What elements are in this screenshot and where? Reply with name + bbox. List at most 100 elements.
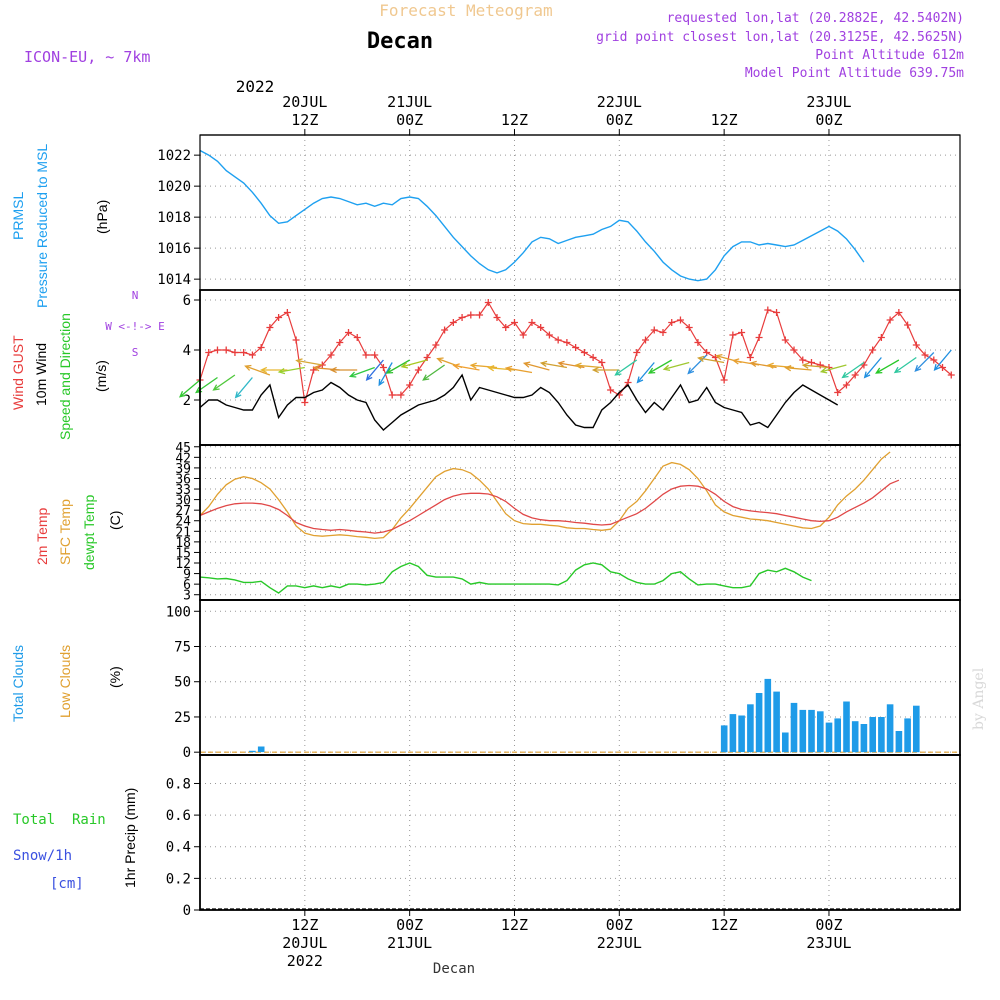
- snow-unit: [cm]: [50, 876, 84, 892]
- wind-arrow-34: [749, 360, 777, 369]
- total-clouds-label: Total Clouds: [10, 645, 26, 722]
- top-tick-label-4-0: 12Z: [711, 111, 738, 129]
- wind-arrow-3: [234, 377, 253, 399]
- wind-arrow-11: [365, 359, 384, 382]
- gust-marker: [877, 334, 885, 341]
- snow-label: Snow/1h: [13, 848, 72, 864]
- gust-marker: [869, 346, 877, 354]
- wind-arrow-10: [348, 366, 375, 378]
- gust-marker: [633, 349, 641, 356]
- wind-arrow-2: [212, 374, 236, 391]
- sfc-temp-line: [199, 451, 891, 540]
- gust-marker: [746, 354, 754, 361]
- precip-labels: Total Rain Snow/1h [cm] 1hr Precip (mm): [13, 788, 138, 892]
- gust-marker: [598, 359, 606, 366]
- compass-we: W <-!-> E: [105, 320, 165, 333]
- cloud-bar-18: [860, 724, 868, 753]
- cloud-bar-20: [878, 717, 885, 753]
- gust-marker: [406, 381, 414, 389]
- ytick-label-precip-4: 0.8: [166, 776, 191, 792]
- gust-marker: [397, 391, 405, 399]
- bottom-tick-label-1-0: 00Z: [396, 916, 423, 934]
- bottom-tick-label-2-0: 12Z: [501, 916, 528, 934]
- wind-arrow-19: [487, 364, 515, 372]
- temp-2m-label: 2m Temp: [34, 507, 50, 565]
- requested-coords: requested lon,lat (20.2882E, 42.5402N): [667, 11, 964, 26]
- panel-precip: 0 0.2 0.4 0.6 0.8: [166, 754, 961, 919]
- gust-marker: [790, 346, 798, 354]
- gust-marker: [834, 389, 842, 396]
- gust-marker: [484, 299, 492, 306]
- wind-arrow-20: [504, 365, 533, 374]
- ytick-label-temperature-14: 45: [175, 441, 191, 456]
- ytick-label-pressure-4: 1022: [157, 148, 191, 164]
- gust-marker: [738, 329, 746, 336]
- bottom-tick-label-5-1: 23JUL: [806, 934, 851, 952]
- ytick-label-clouds-2: 50: [174, 675, 191, 691]
- gust-marker: [755, 334, 763, 341]
- ytick-label-temperature-2: 9: [183, 568, 191, 583]
- ytick-label-pressure-1: 1016: [157, 241, 191, 257]
- model-label: ICON-EU, ~ 7km: [24, 48, 150, 66]
- wind-arrow-31: [697, 355, 725, 364]
- ytick-label-temperature-13: 42: [175, 451, 191, 466]
- ytick-label-temperature-4: 15: [175, 546, 191, 561]
- gust-marker: [414, 366, 422, 374]
- total-rain-label: Total Rain: [13, 812, 106, 828]
- ytick-label-clouds-4: 100: [166, 604, 191, 620]
- cloud-bar-0: [249, 750, 256, 753]
- wind-arrow-27: [636, 362, 655, 384]
- wind-labels: Wind GUST 10m Wind Speed and Direction (…: [10, 289, 165, 440]
- cloud-bar-5: [747, 704, 754, 753]
- gust-marker: [947, 371, 955, 379]
- gust-marker: [510, 319, 518, 326]
- wind-10m-label: 10m Wind: [33, 343, 49, 406]
- gust-marker: [668, 319, 676, 326]
- gust-marker: [275, 314, 283, 321]
- ytick-label-pressure-3: 1020: [157, 179, 191, 195]
- wind-arrow-43: [914, 352, 935, 372]
- wind-arrow-37: [801, 362, 830, 369]
- wind-arrow-15: [422, 364, 445, 381]
- compass-south: S: [132, 346, 139, 359]
- panel-frame-pressure: [199, 134, 961, 291]
- wind-arrow-4: [244, 364, 271, 376]
- cloud-bar-12: [808, 709, 815, 753]
- point-altitude: Point Altitude 612m: [815, 48, 964, 63]
- cloud-bar-2: [720, 725, 728, 753]
- gust-marker: [449, 319, 457, 326]
- pressure-unit: (hPa): [94, 200, 110, 234]
- ytick-label-clouds-1: 25: [174, 710, 191, 726]
- ytick-label-temperature-9: 30: [175, 494, 191, 509]
- cloud-bar-22: [895, 731, 903, 753]
- wind-arrow-9: [329, 366, 358, 374]
- gust-marker: [764, 306, 772, 314]
- gust-marker: [886, 316, 894, 324]
- gust-marker: [231, 349, 239, 356]
- ytick-label-temperature-8: 27: [175, 504, 191, 519]
- gust-marker: [851, 371, 859, 379]
- wind-arrow-36: [784, 364, 812, 372]
- top-tick-label-3-1: 00Z: [606, 111, 633, 129]
- ytick-label-temperature-7: 24: [175, 515, 191, 530]
- wind-arrow-44: [933, 349, 952, 372]
- pressure-labels: PRMSL Pressure Reduced to MSL (hPa): [10, 144, 110, 308]
- wind-unit: (m/s): [93, 360, 109, 392]
- gust-marker: [441, 326, 449, 334]
- top-tick-label-5-1: 00Z: [815, 111, 842, 129]
- gust-marker: [345, 329, 353, 336]
- wind-line: [199, 373, 839, 431]
- ytick-label-temperature-6: 21: [175, 525, 191, 540]
- gust-marker: [642, 336, 650, 344]
- top-tick-label-3-0: 22JUL: [597, 93, 642, 111]
- cloud-bar-14: [825, 722, 833, 753]
- gust-marker: [423, 354, 431, 361]
- gust-marker: [222, 346, 230, 354]
- gust-line: [199, 301, 952, 403]
- gust-marker: [519, 331, 527, 339]
- cloud-bar-17: [851, 721, 859, 753]
- wind-arrow-42: [893, 356, 917, 374]
